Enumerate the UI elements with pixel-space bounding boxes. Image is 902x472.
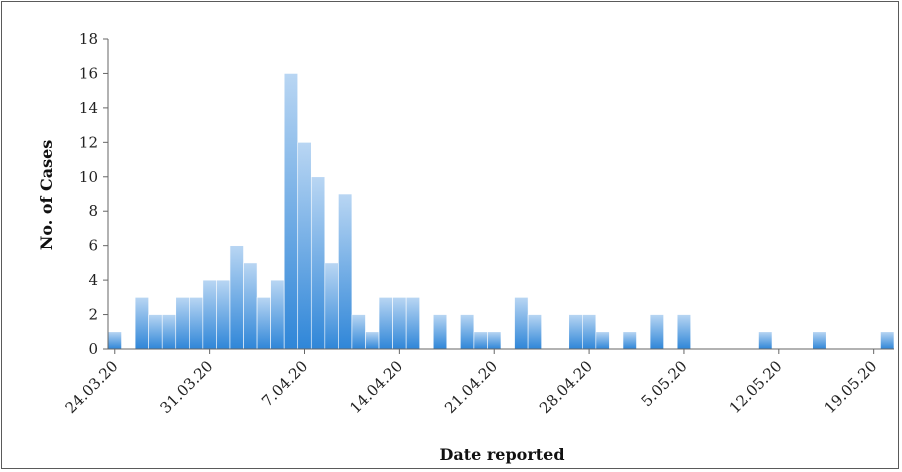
bar-24.03.20 [107, 331, 122, 350]
bar-series [107, 73, 895, 350]
bar-1.04.20 [216, 279, 231, 350]
bar-5.05.20 [676, 314, 692, 350]
x-tick-label: 12.05.20 [726, 357, 786, 417]
bar-11.05.20 [758, 331, 773, 350]
y-tick-label: 2 [88, 306, 98, 324]
y-axis-title: No. of Cases [37, 140, 56, 251]
x-axis-title: Date reported [439, 445, 564, 464]
x-tick-label: 28.04.20 [536, 357, 596, 417]
bar-19.04.20 [460, 314, 475, 350]
x-tick-label: 14.04.20 [346, 357, 406, 417]
bar-29.04.20 [595, 331, 610, 350]
bar-3.04.20 [243, 262, 258, 350]
x-tick-label: 7.04.20 [258, 357, 311, 410]
bar-28.04.20 [582, 314, 597, 350]
bar-13.04.20 [378, 297, 393, 350]
bar-5.04.20 [270, 279, 285, 350]
y-tick-label: 4 [88, 271, 98, 289]
bar-6.04.20 [283, 73, 299, 350]
x-tick-label: 21.04.20 [441, 357, 501, 417]
y-tick-label: 16 [79, 64, 98, 82]
x-tick-label: 31.03.20 [157, 357, 217, 417]
x-tick-label: 5.05.20 [638, 357, 691, 410]
bar-14.04.20 [392, 297, 407, 350]
bar-20.04.20 [473, 331, 488, 350]
y-tick-label: 0 [88, 340, 98, 358]
x-tick-label: 19.05.20 [821, 357, 881, 417]
y-tick-label: 12 [79, 133, 98, 151]
y-axis: 0 2 4 6 8 10 12 14 16 18 [79, 30, 109, 358]
bar-2.04.20 [229, 245, 244, 350]
bar-23.04.20 [514, 297, 529, 350]
bar-11.04.20 [351, 314, 366, 350]
y-tick-label: 8 [88, 202, 98, 220]
x-tick-label: 24.03.20 [62, 357, 122, 417]
y-tick-label: 10 [79, 168, 98, 186]
bar-10.04.20 [338, 193, 353, 350]
bar-1.05.20 [622, 331, 637, 350]
bar-17.04.20 [432, 314, 448, 350]
bar-20.05.20 [880, 331, 895, 350]
bar-26.03.20 [134, 297, 149, 350]
bar-7.04.20 [297, 142, 312, 350]
x-axis: 24.03.20 31.03.20 7.04.20 14.04.20 21.04.20 2… [62, 348, 894, 417]
bar-27.04.20 [568, 314, 583, 350]
bar-21.04.20 [487, 331, 502, 350]
bar-15.04.20 [405, 297, 420, 350]
bar-28.03.20 [161, 314, 177, 350]
bar-27.03.20 [148, 314, 163, 350]
bar-15.05.20 [812, 331, 827, 350]
y-tick-label: 18 [79, 30, 98, 48]
bar-9.04.20 [324, 262, 339, 350]
bar-8.04.20 [310, 176, 326, 350]
bar-24.04.20 [527, 314, 542, 350]
bar-3.05.20 [649, 314, 664, 350]
bar-30.03.20 [189, 297, 204, 350]
y-tick-label: 6 [88, 237, 98, 255]
bar-29.03.20 [175, 297, 190, 350]
bar-4.04.20 [256, 297, 271, 350]
y-tick-label: 14 [79, 99, 98, 117]
bar-12.04.20 [365, 331, 380, 350]
bar-31.03.20 [202, 279, 217, 350]
